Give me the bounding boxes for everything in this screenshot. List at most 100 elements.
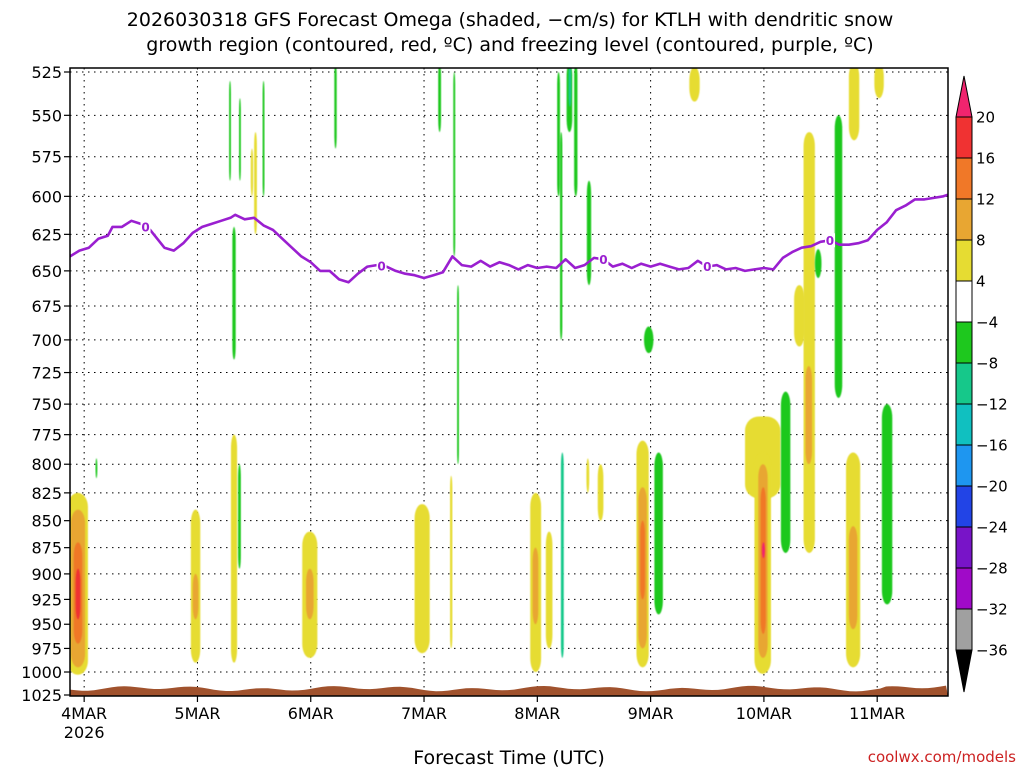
freezing-level-label: 0 [599,253,607,267]
omega-region [762,542,765,559]
colorbar-band [955,526,973,569]
colorbar-band [955,116,973,159]
omega-region [230,434,238,663]
omega-region [192,573,199,620]
colorbar-band [955,321,973,364]
colorbar-label: −24 [976,519,1008,537]
omega-region [760,487,766,634]
colorbar-band [955,198,973,241]
omega-region [232,226,236,360]
colorbar-band [955,362,973,405]
colorbar-label: −12 [976,396,1008,414]
omega-region [438,68,442,133]
omega-region [644,326,654,354]
omega-region [449,475,453,649]
omega-region [848,526,858,630]
freezing-label-bg [824,233,835,248]
freezing-label-bg [702,259,713,274]
omega-region [848,68,860,141]
colorbar-label: −32 [976,601,1008,619]
colorbar-top-triangle [955,75,973,118]
colorbar-band [955,608,973,651]
y-axis: 525 550 575 600 625 650 675 700 725 750 775 800 825 8… [21,63,70,705]
y-tick-label: 975 [31,639,62,658]
colorbar-band [955,444,973,487]
dendritic-growth-contours [400,60,428,67]
omega-region [780,391,791,553]
y-tick-label: 525 [31,63,62,82]
terrain-layer [70,685,948,696]
freezing-level-label: 0 [826,234,834,248]
plot-frame [69,67,949,697]
x-axis-label: Forecast Time (UTC) [413,747,604,768]
omega-region [238,98,241,181]
omega-region [654,452,663,615]
terrain-fill [70,685,948,696]
freezing-label-bg [140,219,151,234]
y-tick-label: 650 [31,262,62,281]
omega-region [457,285,459,465]
y-tick-label: 675 [31,297,62,316]
y-tick-label: 1025 [21,686,62,705]
freezing-level-label: 0 [703,260,711,274]
colorbar-band [955,280,973,323]
x-tick-label: 9MAR [628,704,674,723]
y-tick-label: 775 [31,426,62,445]
omega-region [794,285,805,347]
omega-region [568,68,572,107]
chart-title-line-2: growth region (contoured, red, ºC) and f… [146,34,873,56]
y-tick-label: 1000 [21,663,62,682]
colorbar-label: −28 [976,560,1008,578]
omega-region [814,249,822,279]
omega-shading [70,68,893,675]
colorbar-label: 4 [976,273,986,291]
x-tick-label: 5MAR [174,704,220,723]
omega-region [453,72,456,257]
x-tick-label: 7MAR [401,704,447,723]
colorbar-label: −36 [976,642,1008,660]
y-tick-label: 725 [31,364,62,383]
chart-title-line-1: 2026030318 GFS Forecast Omega (shaded, −… [127,9,893,31]
omega-region [334,68,337,149]
omega-region [238,464,241,569]
plot-background [70,68,948,696]
omega-region [557,72,560,197]
colorbar-band [955,485,973,528]
omega-region [640,520,645,600]
x-tick-sublabel: 2026 [64,723,105,742]
omega-region [559,132,563,340]
y-tick-label: 800 [31,455,62,474]
omega-region [95,458,98,479]
colorbar-band [955,403,973,446]
omega-region [574,68,578,197]
y-tick-label: 550 [31,106,62,125]
omega-region [254,132,257,235]
x-tick-label: 11MAR [849,704,905,723]
y-tick-label: 925 [31,590,62,609]
omega-region [689,68,700,102]
freezing-level-layer: 0 0 0 0 0 [70,193,948,284]
colorbar-label: −4 [976,314,998,332]
colorbar-label: −8 [976,355,998,373]
freezing-level-label: 0 [141,220,149,234]
omega-region [229,80,231,181]
y-tick-label: 950 [31,615,62,634]
colorbar-label: 12 [976,191,995,209]
y-tick-label: 850 [31,512,62,531]
colorbar-label: 8 [976,232,986,250]
y-tick-label: 600 [31,187,62,206]
y-tick-label: 900 [31,565,62,584]
omega-region [805,366,813,465]
x-tick-label: 8MAR [514,704,560,723]
colorbar-legend: 20 16 12 8 4 −4 −8 −12 −16 −20 −24 −28 −32 −36 [955,75,1008,693]
omega-region [834,115,843,398]
freezing-label-bg [376,258,387,273]
omega-region [803,132,815,553]
freezing-level-line [70,193,948,284]
colorbar-label: −20 [976,478,1008,496]
plot-area: 0 0 0 0 0 [69,60,949,697]
x-tick-label: 4MAR [61,704,107,723]
colorbar-label: 20 [976,109,995,127]
